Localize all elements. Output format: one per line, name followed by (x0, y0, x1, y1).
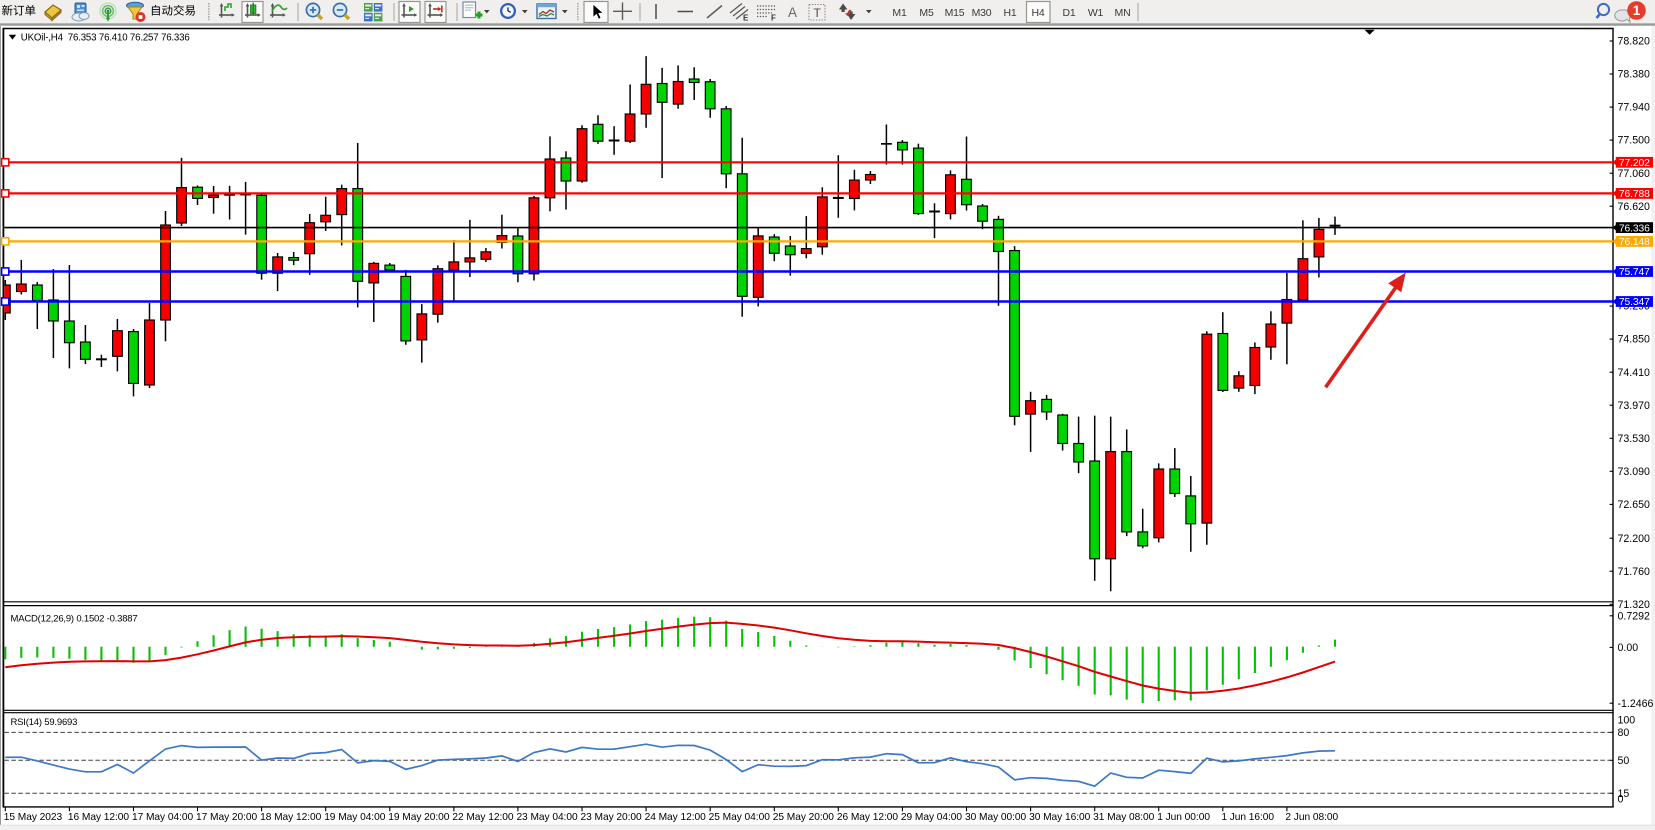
svg-text:76.336: 76.336 (1619, 223, 1650, 234)
svg-text:2 Jun 08:00: 2 Jun 08:00 (1285, 812, 1338, 823)
svg-text:75.747: 75.747 (1619, 267, 1650, 278)
svg-text:RSI(14) 59.9693: RSI(14) 59.9693 (11, 717, 78, 728)
svg-text:H4: H4 (1031, 7, 1044, 19)
svg-text:71.760: 71.760 (1618, 566, 1651, 578)
svg-text:25 May 04:00: 25 May 04:00 (709, 812, 771, 823)
svg-text:W1: W1 (1088, 7, 1104, 19)
svg-text:77.500: 77.500 (1618, 135, 1651, 147)
svg-text:17 May 20:00: 17 May 20:00 (196, 812, 258, 823)
svg-text:MACD(12,26,9) 0.1502 -0.3887: MACD(12,26,9) 0.1502 -0.3887 (11, 613, 138, 624)
svg-text:19 May 20:00: 19 May 20:00 (388, 812, 450, 823)
svg-text:77.202: 77.202 (1619, 158, 1650, 169)
svg-text:73.530: 73.530 (1618, 433, 1651, 445)
svg-text:-1.2466: -1.2466 (1618, 698, 1654, 710)
svg-text:M15: M15 (945, 7, 965, 19)
svg-text:F: F (771, 14, 776, 23)
svg-text:23 May 04:00: 23 May 04:00 (516, 812, 578, 823)
svg-text:0: 0 (1618, 794, 1624, 806)
svg-text:H1: H1 (1003, 7, 1016, 19)
svg-text:73.970: 73.970 (1618, 400, 1651, 412)
svg-text:E: E (743, 14, 749, 23)
svg-text:1 Jun 00:00: 1 Jun 00:00 (1157, 812, 1210, 823)
svg-text:74.410: 74.410 (1618, 367, 1651, 379)
svg-text:29 May 04:00: 29 May 04:00 (901, 812, 963, 823)
svg-text:76.788: 76.788 (1619, 189, 1650, 200)
svg-text:76.620: 76.620 (1618, 201, 1651, 213)
svg-text:A: A (788, 5, 797, 20)
svg-text:0.00: 0.00 (1618, 642, 1639, 654)
svg-text:MN: MN (1115, 7, 1131, 19)
svg-text:D1: D1 (1062, 7, 1075, 19)
svg-text:16 May 12:00: 16 May 12:00 (68, 812, 130, 823)
svg-text:100: 100 (1618, 714, 1636, 726)
svg-text:78.820: 78.820 (1618, 36, 1651, 48)
svg-text:77.940: 77.940 (1618, 102, 1651, 114)
svg-text:77.060: 77.060 (1618, 168, 1651, 180)
svg-text:18 May 12:00: 18 May 12:00 (260, 812, 322, 823)
svg-text:78.380: 78.380 (1618, 69, 1651, 81)
svg-text:73.090: 73.090 (1618, 466, 1651, 478)
svg-text:72.650: 72.650 (1618, 499, 1651, 511)
svg-text:15: 15 (1618, 788, 1630, 800)
svg-text:76.148: 76.148 (1619, 237, 1650, 248)
svg-text:23 May 20:00: 23 May 20:00 (581, 812, 643, 823)
svg-text:74.850: 74.850 (1618, 334, 1651, 346)
svg-text:15 May 2023: 15 May 2023 (4, 812, 63, 823)
svg-text:30 May 00:00: 30 May 00:00 (965, 812, 1027, 823)
svg-text:25 May 20:00: 25 May 20:00 (773, 812, 835, 823)
svg-text:19 May 04:00: 19 May 04:00 (324, 812, 386, 823)
svg-text:M30: M30 (972, 7, 992, 19)
svg-text:30 May 16:00: 30 May 16:00 (1029, 812, 1091, 823)
svg-text:72.200: 72.200 (1618, 533, 1651, 545)
svg-text:26 May 12:00: 26 May 12:00 (837, 812, 899, 823)
svg-text:50: 50 (1618, 755, 1630, 767)
svg-text:UKOil-,H4 76.353 76.410 76.25: UKOil-,H4 76.353 76.410 76.257 76.336 (21, 32, 190, 43)
svg-text:75.347: 75.347 (1619, 297, 1650, 308)
svg-text:M5: M5 (919, 7, 934, 19)
svg-text:0.7292: 0.7292 (1618, 610, 1651, 622)
svg-text:24 May 12:00: 24 May 12:00 (645, 812, 707, 823)
svg-text:22 May 12:00: 22 May 12:00 (452, 812, 514, 823)
svg-text:1 Jun 16:00: 1 Jun 16:00 (1221, 812, 1274, 823)
svg-text:80: 80 (1618, 727, 1630, 739)
svg-text:17 May 04:00: 17 May 04:00 (132, 812, 194, 823)
svg-text:T: T (814, 6, 822, 20)
svg-text:31 May 08:00: 31 May 08:00 (1093, 812, 1155, 823)
svg-text:71.320: 71.320 (1618, 599, 1651, 611)
svg-text:1: 1 (1633, 3, 1641, 18)
svg-text:M1: M1 (892, 7, 907, 19)
